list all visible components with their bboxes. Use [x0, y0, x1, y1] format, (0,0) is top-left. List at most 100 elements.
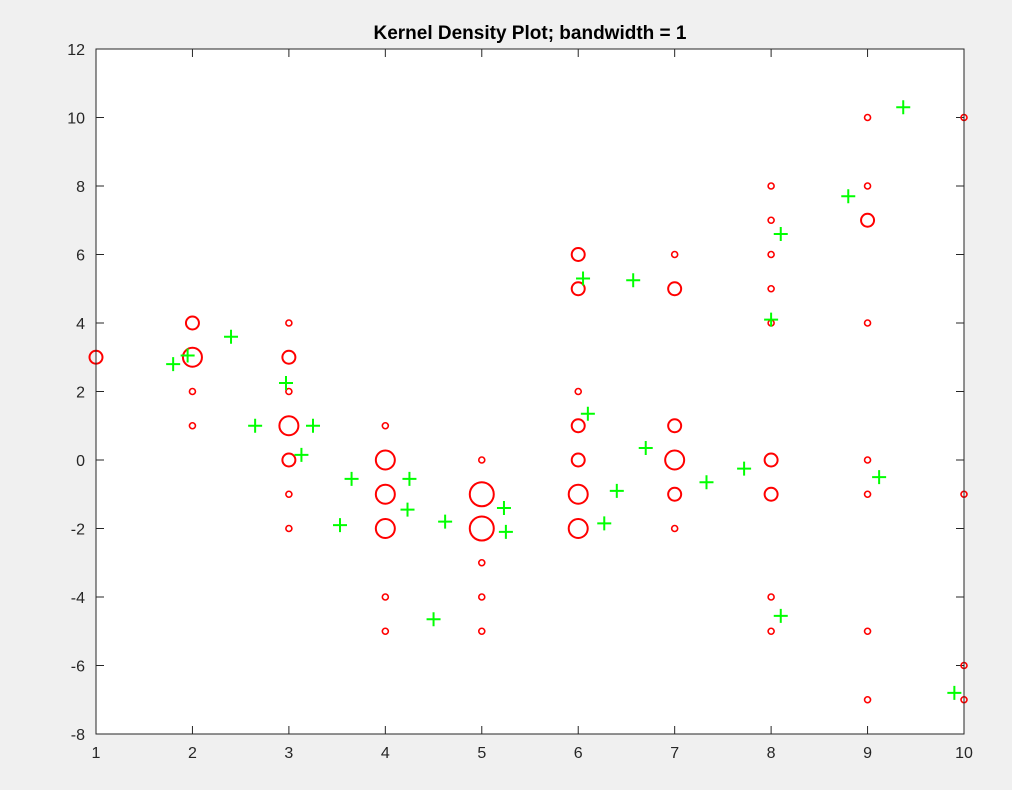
plus-marker	[580, 406, 595, 421]
circle-marker	[670, 524, 679, 533]
plus-marker	[402, 471, 417, 486]
x-tick-label: 2	[188, 745, 197, 762]
circle-marker	[767, 216, 775, 225]
circle-marker	[278, 415, 300, 437]
y-tick-label: 6	[76, 248, 85, 265]
x-tick-label: 8	[767, 745, 776, 762]
plus-marker	[737, 461, 752, 476]
circle-marker	[281, 349, 297, 365]
axes-box	[95, 48, 965, 735]
circle-marker	[863, 627, 872, 636]
circle-marker	[188, 421, 197, 430]
circle-marker	[767, 182, 775, 190]
circle-marker	[567, 483, 589, 505]
circle-marker	[664, 449, 686, 471]
plus-marker	[180, 348, 195, 363]
x-tick-label: 1	[92, 745, 101, 762]
circle-marker	[477, 558, 486, 567]
plot-area	[96, 49, 964, 734]
plus-marker	[224, 329, 239, 344]
y-tick-label: -6	[71, 659, 85, 676]
circle-marker	[863, 695, 872, 704]
circle-marker	[468, 481, 495, 508]
plus-marker	[400, 502, 415, 517]
plus-marker	[278, 375, 293, 390]
x-tick-label: 9	[863, 745, 872, 762]
plus-marker	[333, 518, 348, 533]
circle-marker	[863, 456, 872, 464]
circle-marker	[767, 593, 775, 601]
circle-marker	[863, 490, 872, 499]
circle-marker	[381, 593, 390, 601]
y-tick-label: -2	[71, 522, 85, 539]
circle-marker	[285, 387, 293, 396]
y-tick-label: 12	[67, 42, 85, 59]
plus-marker	[496, 500, 511, 515]
circle-marker	[374, 449, 396, 471]
plus-marker	[896, 100, 911, 115]
circle-marker	[285, 524, 293, 533]
circle-marker	[477, 593, 486, 601]
plus-marker	[166, 357, 181, 372]
x-tick-label: 6	[574, 745, 583, 762]
chart-title: Kernel Density Plot; bandwidth = 1	[373, 23, 686, 44]
plus-marker	[872, 470, 887, 485]
circle-marker	[381, 627, 390, 636]
circle-marker	[477, 627, 486, 636]
plus-marker	[773, 608, 788, 623]
x-tick-label: 3	[284, 745, 293, 762]
circle-marker	[863, 113, 872, 122]
plus-marker	[344, 471, 359, 486]
y-tick-label: -4	[71, 590, 85, 607]
y-tick-label: 4	[76, 316, 85, 333]
circle-marker	[570, 452, 586, 468]
circle-marker	[667, 418, 683, 434]
circle-marker	[860, 212, 876, 228]
x-tick-label: 4	[381, 745, 390, 762]
plus-markers	[166, 100, 962, 700]
y-tick-label: -8	[71, 727, 85, 744]
circle-marker	[374, 483, 396, 505]
circle-marker	[374, 518, 396, 539]
circle-marker	[667, 486, 683, 502]
circle-marker	[763, 452, 779, 468]
y-tick-label: 2	[76, 385, 85, 402]
circle-marker	[184, 315, 200, 331]
circle-marker	[670, 250, 679, 259]
plus-marker	[498, 524, 513, 539]
plus-marker	[773, 226, 788, 241]
circle-marker	[863, 319, 872, 327]
circle-marker	[863, 182, 872, 190]
circle-marker	[763, 486, 779, 502]
circle-marker	[477, 456, 486, 464]
plus-marker	[638, 441, 653, 456]
plus-marker	[764, 312, 779, 327]
plus-marker	[294, 447, 309, 462]
plus-marker	[426, 612, 441, 627]
circle-marker	[570, 281, 586, 297]
circle-marker	[570, 247, 586, 262]
circle-marker	[381, 421, 390, 430]
circle-marker	[285, 490, 293, 499]
y-tick-label: 0	[76, 453, 85, 470]
plus-marker	[626, 273, 641, 288]
plus-marker	[248, 418, 263, 433]
axis-ticks	[95, 48, 965, 735]
plus-marker	[947, 685, 962, 700]
circle-marker	[574, 387, 583, 396]
circle-marker	[767, 627, 775, 636]
plus-marker	[576, 271, 591, 286]
x-tick-label: 10	[955, 745, 973, 762]
circle-marker	[181, 346, 203, 368]
circle-marker	[767, 284, 775, 293]
y-tick-label: 8	[76, 179, 85, 196]
x-tick-label: 5	[477, 745, 486, 762]
plus-marker	[597, 516, 612, 531]
circle-marker	[281, 452, 297, 468]
plus-marker	[438, 514, 453, 529]
circle-marker	[285, 319, 293, 327]
circle-marker	[667, 281, 683, 297]
plus-marker	[699, 475, 714, 490]
